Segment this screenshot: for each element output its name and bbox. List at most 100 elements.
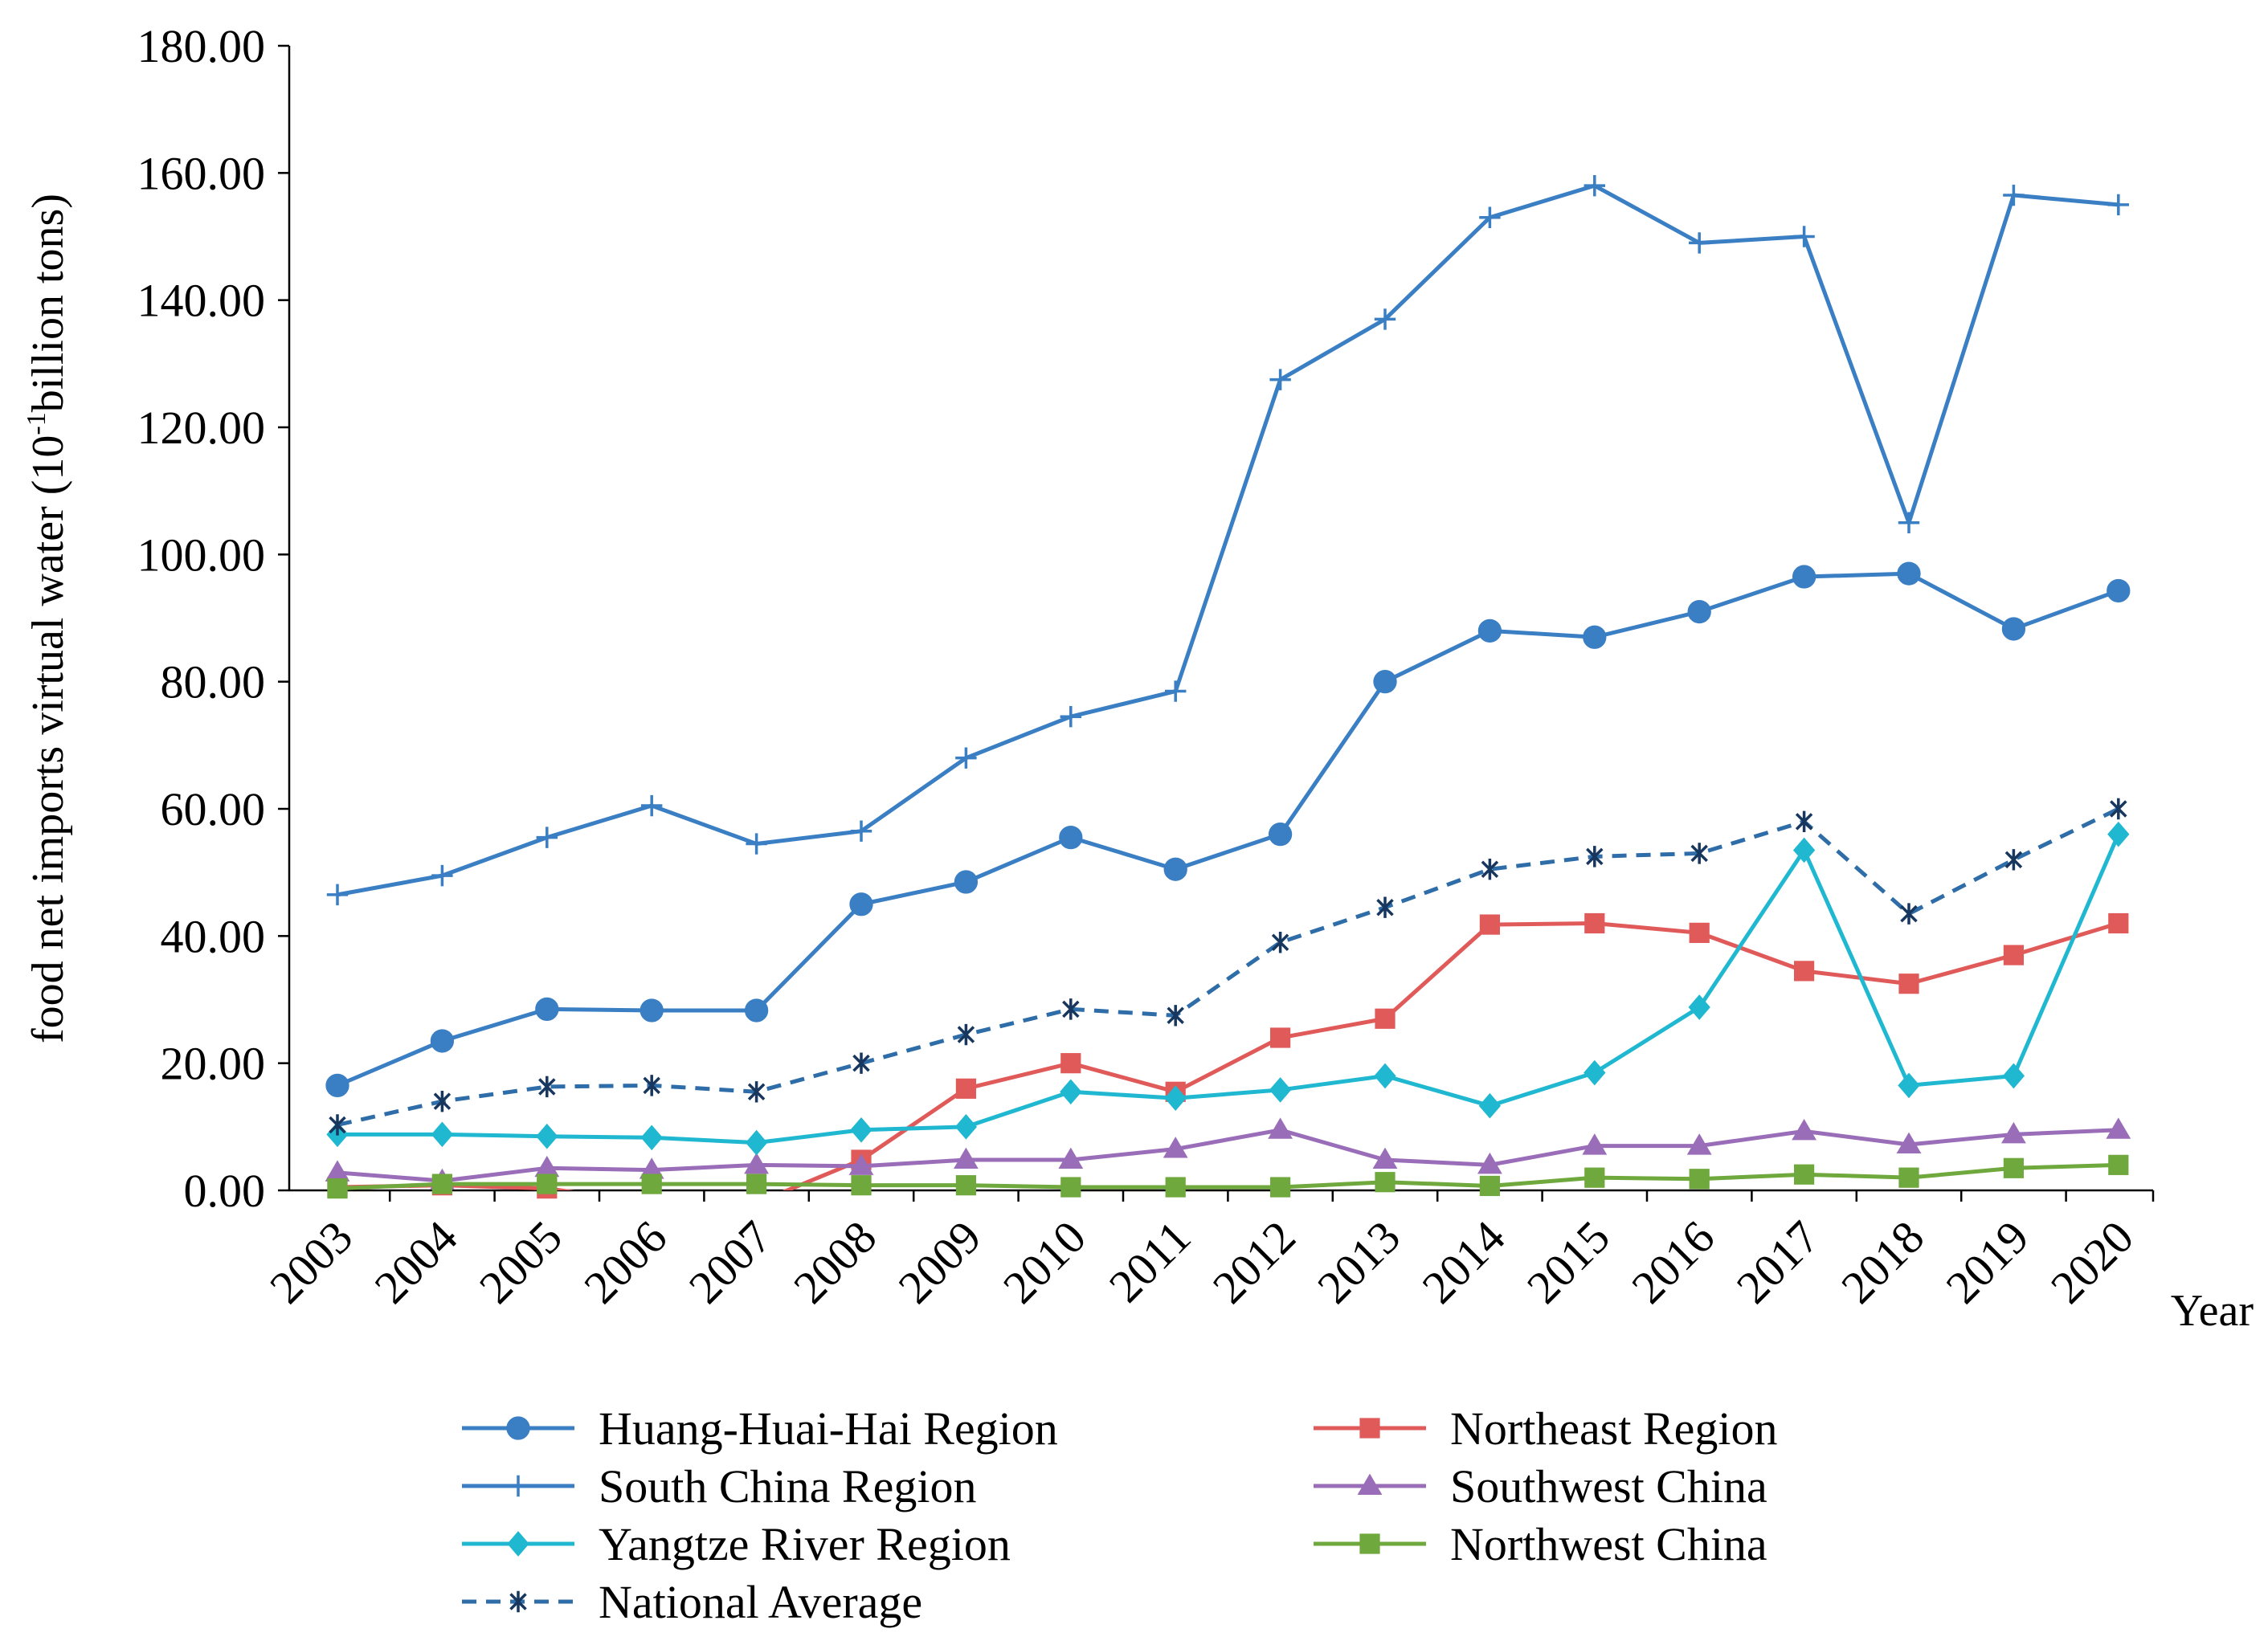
- data-point: [1898, 1167, 1919, 1188]
- data-point: [1058, 1147, 1084, 1169]
- data-point: [1374, 308, 1396, 330]
- data-point: [1167, 1005, 1184, 1027]
- data-point: [852, 1052, 870, 1074]
- data-point: [1359, 1418, 1380, 1439]
- data-point: [2004, 849, 2023, 871]
- data-point: [535, 997, 559, 1022]
- data-point: [1794, 961, 1815, 982]
- data-point: [507, 1475, 529, 1497]
- legend-item: Southwest China: [1314, 1460, 1767, 1512]
- data-point: [2003, 184, 2025, 206]
- data-point: [1900, 903, 1918, 925]
- data-point: [1376, 896, 1394, 918]
- series-line: [337, 833, 2121, 1145]
- data-point: [1269, 369, 1291, 390]
- data-point: [537, 1174, 558, 1194]
- data-point: [2107, 821, 2130, 847]
- data-point: [1270, 1177, 1291, 1198]
- x-tick-label: 2017: [1727, 1210, 1829, 1313]
- x-tick-label: 2013: [1307, 1210, 1410, 1313]
- y-tick-label: 160.00: [137, 147, 266, 199]
- data-point: [1060, 1053, 1081, 1074]
- data-point: [1477, 618, 1502, 643]
- data-point: [1268, 1117, 1293, 1139]
- legend-item: Yangtze River Region: [462, 1518, 1011, 1570]
- data-point: [957, 1023, 975, 1046]
- data-point: [1163, 1137, 1188, 1158]
- data-point: [1479, 206, 1501, 228]
- data-point: [1689, 232, 1710, 254]
- x-tick-label: 2005: [469, 1210, 572, 1313]
- legend: Huang-Huai-Hai Region Northeast RegionSou…: [462, 1402, 1778, 1628]
- data-point: [2110, 798, 2127, 820]
- axes: 0.00 20.00 40.00 60.00 80.00 100.00 120.00 140.…: [137, 20, 2155, 1313]
- data-point: [1059, 825, 1083, 850]
- x-tick-label: 2015: [1517, 1210, 1620, 1313]
- data-point: [1792, 1118, 1816, 1141]
- data-point: [2106, 1117, 2131, 1139]
- data-point: [747, 1081, 766, 1103]
- data-point: [848, 1153, 874, 1175]
- data-point: [643, 1075, 660, 1096]
- data-point: [639, 1157, 664, 1179]
- series-yangtze-river-region: [326, 821, 2130, 1156]
- data-point: [745, 1129, 768, 1156]
- data-point: [506, 1416, 530, 1440]
- y-tick-label: 40.00: [161, 910, 266, 962]
- y-axis-title-exponent: -1: [22, 412, 51, 435]
- data-point: [431, 1121, 454, 1148]
- data-point: [1687, 599, 1711, 624]
- data-point: [1898, 512, 1920, 533]
- series-line: [337, 183, 2119, 897]
- data-point: [1270, 1027, 1291, 1048]
- data-point: [2002, 1063, 2025, 1089]
- data-point: [849, 892, 873, 916]
- x-tick-label: 2019: [1936, 1210, 2039, 1313]
- data-point: [1792, 565, 1816, 589]
- data-point: [1584, 174, 1605, 197]
- y-tick-label: 60.00: [161, 783, 266, 835]
- data-point: [954, 1113, 978, 1140]
- data-point: [1374, 1063, 1396, 1089]
- x-tick-label: 2007: [679, 1210, 782, 1313]
- data-point: [641, 1174, 662, 1194]
- y-tick-label: 80.00: [161, 656, 266, 708]
- data-point: [1584, 1167, 1605, 1188]
- data-point: [640, 1125, 663, 1151]
- legend-label: Northeast Region: [1450, 1402, 1778, 1455]
- data-point: [1479, 914, 1501, 935]
- data-point: [744, 1152, 769, 1174]
- data-point: [746, 833, 767, 855]
- legend-item: Northwest China: [1314, 1518, 1767, 1570]
- x-tick-label: 2010: [993, 1210, 1096, 1313]
- data-point: [746, 1174, 767, 1194]
- legend-item: Northeast Region: [1314, 1402, 1778, 1455]
- data-point: [1373, 670, 1397, 694]
- data-point: [1060, 1177, 1081, 1198]
- data-point: [1689, 922, 1710, 943]
- data-point: [850, 1116, 872, 1143]
- data-point: [1896, 1132, 1922, 1153]
- data-point: [325, 1160, 350, 1182]
- data-point: [850, 820, 872, 842]
- series-south-china-region: [326, 174, 2129, 906]
- data-point: [433, 1090, 452, 1112]
- data-point: [430, 1029, 455, 1053]
- data-point: [1164, 1085, 1187, 1112]
- data-point: [1586, 846, 1604, 867]
- data-point: [1375, 1172, 1396, 1193]
- data-point: [1477, 1152, 1502, 1174]
- x-tick-label: 2014: [1412, 1210, 1515, 1313]
- legend-label: Huang-Huai-Hai Region: [599, 1402, 1058, 1455]
- data-point: [1688, 994, 1710, 1020]
- data-point: [2108, 1154, 2129, 1175]
- data-point: [1792, 837, 1816, 863]
- data-point: [536, 1123, 558, 1149]
- data-point: [536, 827, 558, 848]
- x-tick-label: 2012: [1203, 1210, 1306, 1313]
- data-point: [1794, 1164, 1815, 1185]
- legend-label: National Average: [599, 1576, 922, 1628]
- data-point: [1686, 1133, 1712, 1155]
- legend-label: South China Region: [599, 1460, 976, 1512]
